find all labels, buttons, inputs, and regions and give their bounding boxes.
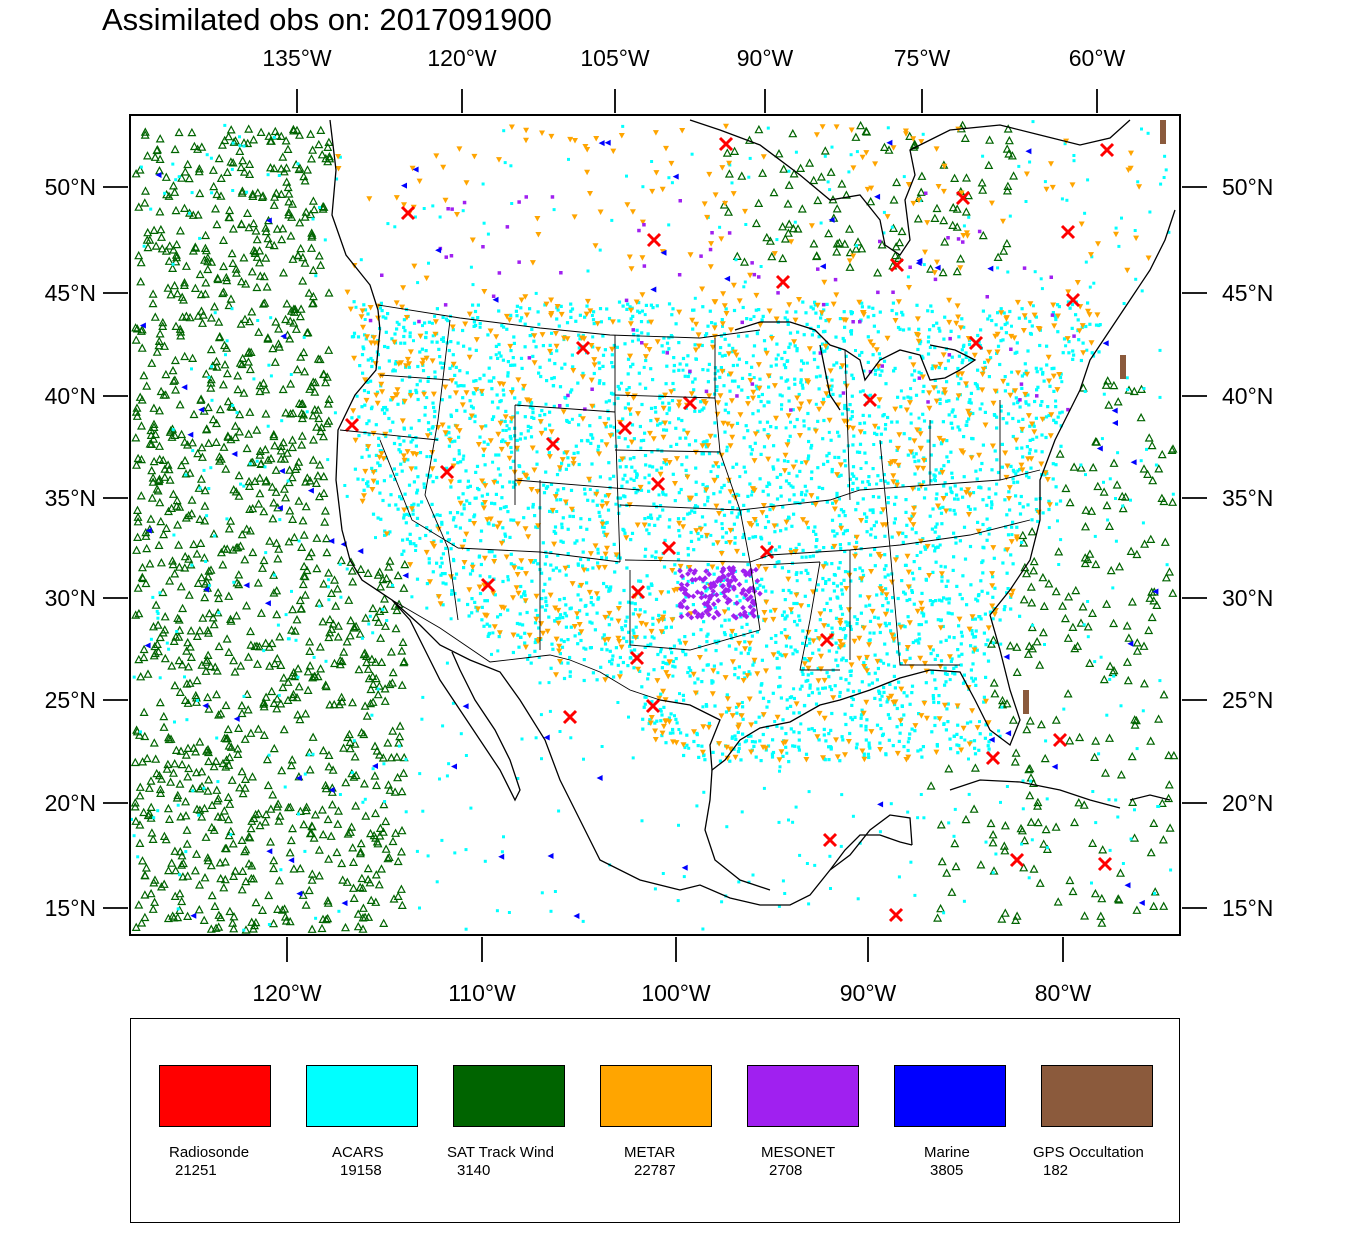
bottom-lon-tick: 120°W — [252, 980, 322, 1006]
legend-count: 3805 — [930, 1162, 964, 1179]
state-borders-central — [614, 338, 821, 651]
right-lat-tick: 45°N — [1222, 280, 1273, 306]
legend-count: 19158 — [340, 1162, 382, 1179]
great-lakes — [734, 321, 977, 382]
bottom-lon-tick: 100°W — [641, 980, 711, 1006]
top-lon-tick: 105°W — [580, 45, 650, 71]
legend-swatch — [600, 1065, 712, 1127]
page-title: Assimilated obs on: 2017091900 — [102, 2, 552, 37]
coastlines — [329, 119, 1176, 906]
pacific-coastline — [329, 119, 913, 906]
legend-entry-metar: METAR 22787 — [600, 1065, 712, 1179]
top-lon-tick: 90°W — [737, 45, 794, 71]
legend-label: SAT Track Wind — [447, 1144, 554, 1161]
legend-count: 3140 — [457, 1162, 491, 1179]
legend-entry-sat-track-wind: SAT Track Wind 3140 — [447, 1065, 565, 1179]
legend-label: Radiosonde — [169, 1144, 250, 1161]
baja-peninsula — [391, 599, 521, 802]
right-lat-tick: 30°N — [1222, 585, 1273, 611]
top-lon-tick: 75°W — [894, 45, 951, 71]
right-lat-tick: 15°N — [1222, 895, 1273, 921]
top-lon-tick: 120°W — [427, 45, 497, 71]
axis-ticks — [103, 89, 1207, 962]
mexico-east-coast — [704, 769, 771, 891]
top-lon-tick: 135°W — [262, 45, 332, 71]
gulf-coastline — [659, 209, 1176, 772]
legend-swatch — [453, 1065, 565, 1127]
left-lat-tick: 45°N — [45, 280, 96, 306]
left-lat-tick: 50°N — [45, 174, 96, 200]
right-lat-tick: 35°N — [1222, 485, 1273, 511]
legend-count: 182 — [1043, 1162, 1069, 1179]
bottom-lon-tick: 80°W — [1035, 980, 1092, 1006]
cuba — [949, 779, 1121, 809]
bottom-lon-tick: 90°W — [840, 980, 897, 1006]
legend-swatch — [894, 1065, 1006, 1127]
mexico-us-border — [391, 599, 661, 701]
hispaniola — [1129, 794, 1171, 801]
yucatan — [829, 814, 913, 871]
legend-swatch — [1041, 1065, 1153, 1127]
legend-entry-radiosonde: Radiosonde 21251 — [159, 1065, 271, 1179]
legend-entry-acars: ACARS 19158 — [306, 1065, 418, 1179]
legend-swatch — [159, 1065, 271, 1127]
canada-us-border — [377, 304, 761, 339]
top-lon-tick: 60°W — [1069, 45, 1126, 71]
legend-count: 2708 — [769, 1162, 803, 1179]
legend-swatch — [306, 1065, 418, 1127]
legend-entry-mesonet: MESONET 2708 — [747, 1065, 859, 1179]
left-lat-tick: 40°N — [45, 383, 96, 409]
legend-count: 21251 — [175, 1162, 217, 1179]
legend-label: ACARS — [332, 1144, 384, 1161]
legend-entry-marine: Marine 3805 — [894, 1065, 1006, 1179]
lake-michigan — [819, 344, 841, 411]
right-lat-tick: 25°N — [1222, 687, 1273, 713]
left-lat-tick: 25°N — [45, 687, 96, 713]
right-lat-tick: 50°N — [1222, 174, 1273, 200]
legend: Radiosonde 21251 ACARS 19158 SAT Track W… — [130, 1018, 1180, 1223]
legend-label: GPS Occultation — [1033, 1144, 1144, 1161]
left-lat-tick: 35°N — [45, 485, 96, 511]
left-lat-tick: 30°N — [45, 585, 96, 611]
map-frame — [129, 114, 1181, 936]
hudson-bay — [689, 119, 1131, 256]
observation-marks — [130, 120, 1179, 934]
legend-label: Marine — [924, 1144, 970, 1161]
right-lat-tick: 40°N — [1222, 383, 1273, 409]
legend-entry-gps-occultation: GPS Occultation 182 — [1033, 1065, 1153, 1179]
right-lat-tick: 20°N — [1222, 790, 1273, 816]
left-lat-tick: 15°N — [45, 895, 96, 921]
legend-count: 22787 — [634, 1162, 676, 1179]
legend-label: METAR — [624, 1144, 676, 1161]
state-borders-east — [739, 349, 1041, 671]
bottom-lon-tick: 110°W — [448, 980, 516, 1006]
observation-map: 135°W 120°W 105°W 90°W 75°W 60°W 120°W 1… — [45, 45, 1274, 1006]
left-lat-tick: 20°N — [45, 790, 96, 816]
legend-label: MESONET — [761, 1144, 836, 1161]
legend-swatch — [747, 1065, 859, 1127]
state-borders-west — [339, 319, 641, 650]
political-borders — [339, 304, 1041, 701]
